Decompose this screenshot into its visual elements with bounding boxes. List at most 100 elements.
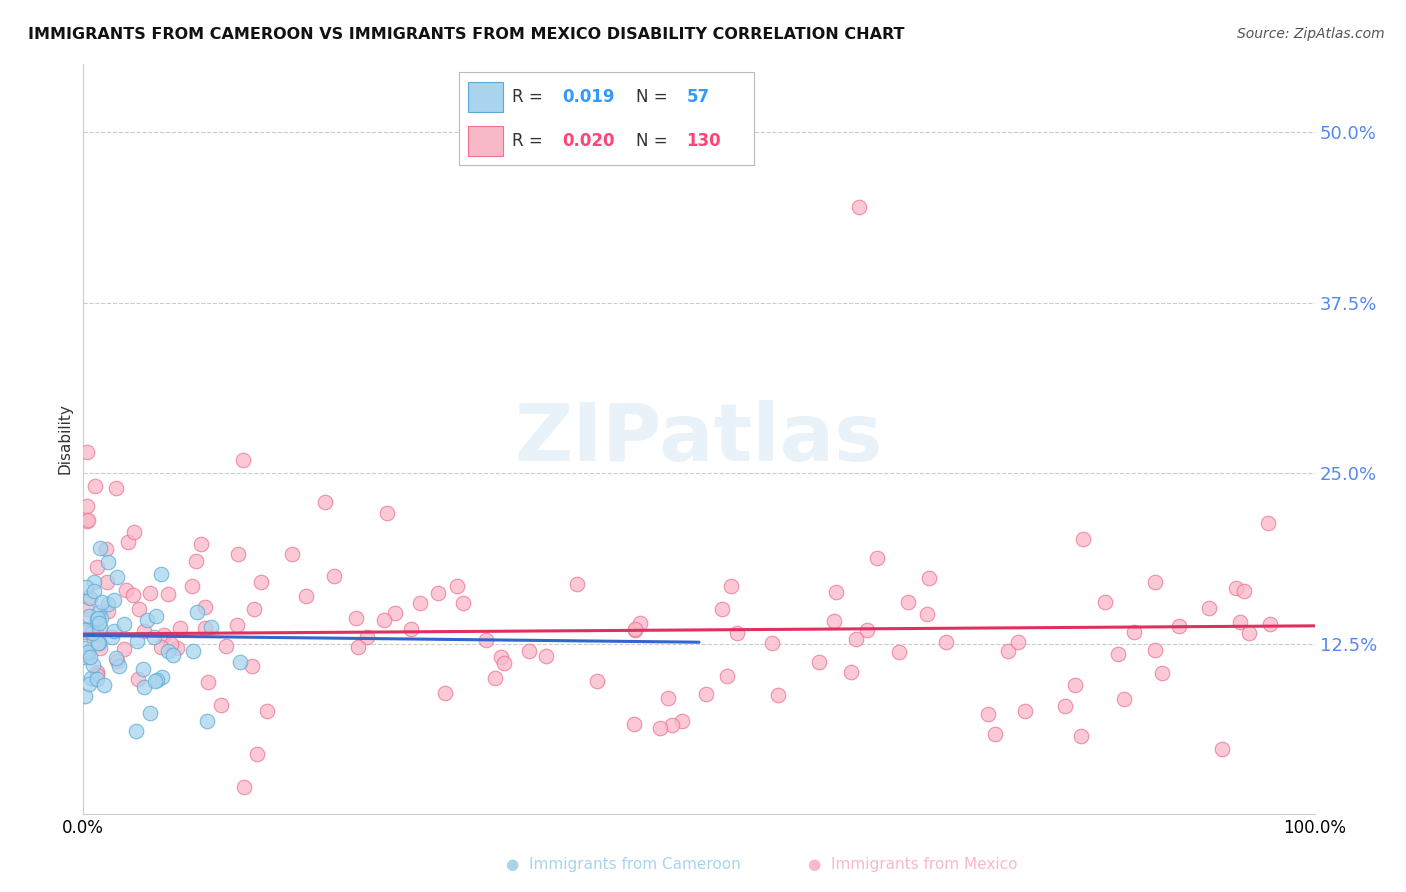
Point	[825, 584, 848, 599]
Point	[139, 585, 162, 599]
Point	[114, 642, 136, 657]
Point	[90, 611, 112, 625]
Point	[77, 513, 100, 527]
Point	[127, 672, 149, 686]
Point	[624, 622, 647, 636]
Point	[79, 591, 101, 605]
Point	[586, 674, 609, 689]
Point	[823, 614, 845, 628]
Point	[534, 649, 557, 664]
Point	[446, 579, 468, 593]
Point	[181, 644, 204, 658]
Point	[281, 547, 304, 561]
Point	[134, 624, 156, 638]
Point	[475, 633, 498, 648]
Point	[725, 626, 748, 640]
Point	[209, 698, 232, 712]
Point	[86, 665, 108, 679]
Point	[215, 639, 238, 653]
Point	[87, 636, 110, 650]
Point	[887, 645, 910, 659]
Point	[897, 595, 920, 609]
Point	[105, 654, 128, 668]
Point	[1229, 615, 1251, 629]
Point	[657, 690, 679, 705]
Point	[181, 579, 204, 593]
Point	[156, 644, 179, 658]
Point	[409, 596, 432, 610]
Point	[76, 499, 98, 513]
Point	[197, 675, 219, 690]
Point	[1152, 665, 1174, 680]
Point	[77, 609, 100, 624]
Point	[194, 621, 217, 635]
Point	[519, 644, 541, 658]
Point	[648, 721, 671, 735]
Point	[1225, 581, 1247, 595]
Point	[156, 586, 179, 600]
Point	[128, 602, 150, 616]
Point	[89, 541, 111, 555]
Point	[1070, 729, 1092, 743]
Point	[623, 716, 645, 731]
Point	[1064, 678, 1087, 692]
Point	[1198, 601, 1220, 615]
Point	[200, 619, 222, 633]
Point	[1054, 698, 1077, 713]
Point	[86, 612, 108, 626]
Point	[166, 640, 188, 655]
Point	[232, 453, 254, 467]
Point	[93, 677, 115, 691]
Point	[146, 673, 169, 687]
Point	[1233, 583, 1256, 598]
Text: Source: ZipAtlas.com: Source: ZipAtlas.com	[1237, 27, 1385, 41]
Point	[131, 662, 153, 676]
Point	[149, 640, 172, 655]
Point	[1094, 595, 1116, 609]
Point	[75, 580, 97, 594]
Point	[76, 602, 98, 616]
Point	[87, 605, 110, 619]
Point	[848, 200, 870, 214]
Point	[565, 577, 588, 591]
Point	[1258, 616, 1281, 631]
Point	[115, 582, 138, 597]
Point	[347, 640, 370, 654]
Point	[977, 707, 1000, 722]
Point	[1007, 635, 1029, 649]
Point	[104, 651, 127, 665]
Point	[1237, 626, 1260, 640]
Point	[160, 637, 183, 651]
Point	[1112, 692, 1135, 706]
Point	[86, 626, 108, 640]
Point	[434, 686, 457, 700]
Point	[661, 718, 683, 732]
Point	[76, 622, 98, 636]
Point	[143, 631, 166, 645]
Point	[1167, 619, 1189, 633]
Point	[153, 627, 176, 641]
Point	[427, 586, 450, 600]
Point	[77, 591, 100, 605]
Point	[1107, 648, 1129, 662]
Text: IMMIGRANTS FROM CAMEROON VS IMMIGRANTS FROM MEXICO DISABILITY CORRELATION CHART: IMMIGRANTS FROM CAMEROON VS IMMIGRANTS F…	[28, 27, 904, 42]
Point	[935, 635, 957, 649]
Point	[240, 658, 263, 673]
Point	[492, 656, 515, 670]
Point	[314, 495, 336, 509]
Point	[77, 676, 100, 690]
Point	[761, 636, 783, 650]
Point	[1143, 574, 1166, 589]
Point	[356, 630, 378, 644]
Point	[695, 687, 717, 701]
Point	[83, 583, 105, 598]
Point	[295, 590, 318, 604]
Point	[83, 575, 105, 590]
Point	[86, 668, 108, 682]
Point	[94, 541, 117, 556]
Point	[73, 690, 96, 704]
Point	[1257, 516, 1279, 530]
Point	[97, 603, 120, 617]
Point	[628, 615, 651, 630]
Text: ZIPatlas: ZIPatlas	[515, 400, 883, 478]
